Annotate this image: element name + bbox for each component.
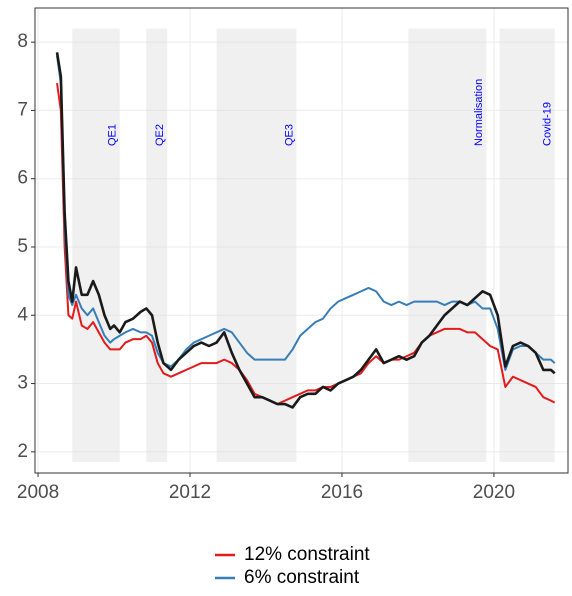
shaded-region <box>216 28 297 463</box>
shaded-region <box>72 28 120 463</box>
region-label: QE1 <box>107 124 119 146</box>
y-tick-label: 8 <box>17 31 28 52</box>
region-label: QE3 <box>283 124 295 146</box>
series-line <box>55 52 556 409</box>
y-tick-label: 3 <box>17 373 28 394</box>
y-tick-label: 4 <box>17 304 28 325</box>
x-tick-label: 2008 <box>17 482 59 503</box>
region-label: Normalisation <box>473 79 485 146</box>
x-tick-label: 2012 <box>169 482 211 503</box>
y-tick-label: 6 <box>17 168 28 189</box>
region-label: QE2 <box>154 124 166 146</box>
series-line <box>56 82 556 406</box>
y-tick-label: 2 <box>17 441 28 462</box>
shaded-region <box>408 28 487 463</box>
panel-border <box>34 7 569 474</box>
shaded-region <box>146 28 168 463</box>
x-tick-label: 2016 <box>321 482 363 503</box>
y-tick-label: 5 <box>17 236 28 257</box>
x-tick-label: 2020 <box>473 482 515 503</box>
legend-label: 12% constraint <box>244 544 370 565</box>
shaded-region <box>499 28 555 463</box>
legend-label: 6% constraint <box>244 567 360 588</box>
y-tick-label: 7 <box>17 99 28 120</box>
region-label: Covid-19 <box>542 102 554 146</box>
